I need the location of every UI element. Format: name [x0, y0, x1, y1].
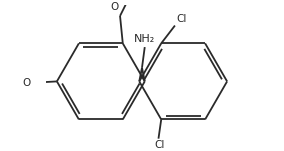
Text: Cl: Cl — [176, 14, 187, 24]
Text: O: O — [110, 2, 119, 12]
Text: Cl: Cl — [155, 140, 165, 150]
Text: O: O — [22, 78, 31, 88]
Text: NH₂: NH₂ — [134, 34, 155, 44]
